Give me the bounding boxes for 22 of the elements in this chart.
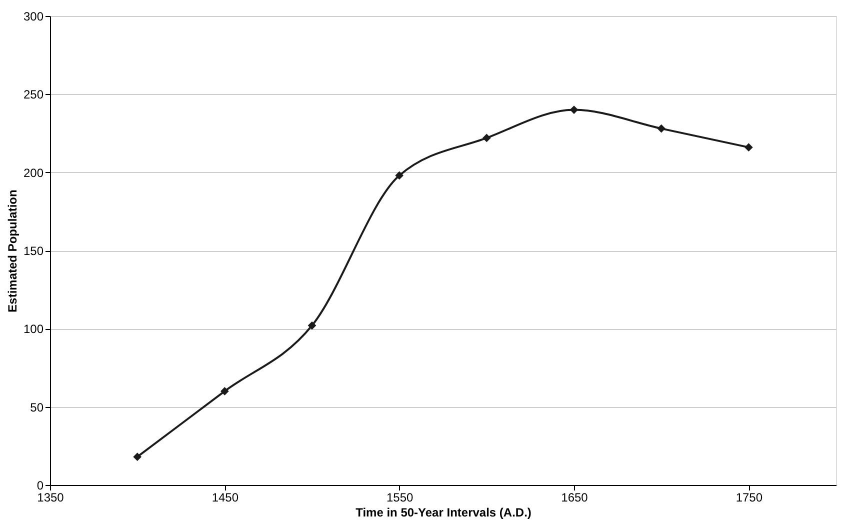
y-tick-label: 50 — [30, 400, 44, 414]
y-tick-label: 0 — [36, 478, 44, 492]
x-tick-label: 1550 — [386, 490, 414, 504]
point — [744, 143, 753, 152]
point — [482, 134, 491, 142]
x-tick-label: 1450 — [212, 490, 239, 504]
point — [133, 452, 142, 462]
point — [220, 387, 229, 396]
x-axis-title: Time in 50-Year Intervals (A.D.) — [356, 506, 532, 520]
point — [570, 106, 578, 114]
y-tick-label: 200 — [23, 166, 44, 180]
point — [308, 321, 316, 330]
x-tick-label: 1350 — [37, 490, 64, 504]
y-tick-label: 150 — [23, 244, 44, 258]
y-tick-label: 250 — [23, 88, 44, 102]
y-axis-title: Estimated Population — [5, 190, 20, 312]
y-tick-label: 100 — [23, 322, 44, 336]
point — [657, 124, 666, 133]
x-tick-label: 1750 — [736, 490, 763, 504]
y-tick-label: 300 — [23, 10, 44, 24]
point — [395, 171, 404, 180]
x-tick-label: 1650 — [561, 490, 588, 504]
